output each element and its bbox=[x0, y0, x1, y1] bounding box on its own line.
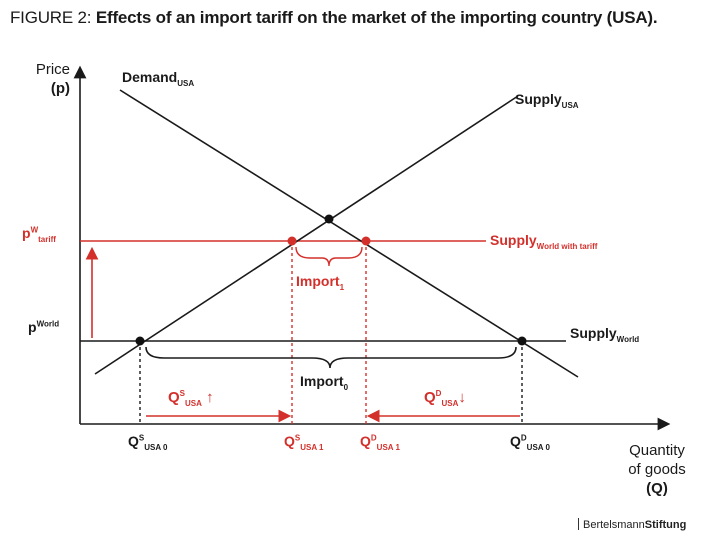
qs-change-label: QSUSA ↑ bbox=[168, 389, 214, 408]
equilibrium-point bbox=[324, 214, 334, 224]
qd1-point bbox=[361, 236, 371, 246]
import1-label: Import1 bbox=[296, 273, 345, 292]
supply-world-label: SupplyWorld bbox=[570, 325, 640, 344]
x-axis-label-line3: (Q) bbox=[646, 480, 668, 497]
qd0-point bbox=[517, 336, 527, 346]
y-axis-label: Price (p) bbox=[26, 60, 70, 98]
demand-label: DemandUSA bbox=[122, 69, 195, 88]
x-axis-label-line2: of goods bbox=[628, 461, 686, 478]
qd-change-label: QDUSA↓ bbox=[424, 389, 466, 408]
x-axis-label-line1: Quantity bbox=[629, 442, 685, 459]
x-axis-label: Quantity of goods (Q) bbox=[612, 441, 702, 498]
supply-world-tariff-label: SupplyWorld with tariff bbox=[490, 232, 598, 251]
arrow-down-icon: ↓ bbox=[458, 389, 466, 406]
y-axis-label-line2: (p) bbox=[50, 80, 70, 97]
brand-logo: BertelsmannStiftung bbox=[578, 518, 686, 531]
import0-brace bbox=[145, 346, 517, 369]
qs1-point bbox=[287, 236, 297, 246]
qs0-label: QSUSA 0 bbox=[128, 433, 168, 452]
figure-prefix: FIGURE 2: bbox=[10, 8, 92, 27]
qs0-point bbox=[135, 336, 145, 346]
p-tariff-label: pWtariff bbox=[22, 225, 56, 244]
supply-usa-label: SupplyUSA bbox=[515, 91, 579, 110]
brand-bold: Stiftung bbox=[644, 519, 687, 531]
p-world-label: pWorld bbox=[28, 319, 60, 335]
qd1-label: QDUSA 1 bbox=[360, 433, 400, 452]
figure-title-text: Effects of an import tariff on the marke… bbox=[95, 8, 658, 27]
demand-line bbox=[119, 89, 579, 378]
qs1-label: QSUSA 1 bbox=[284, 433, 324, 452]
supply-usa-line bbox=[94, 95, 519, 375]
import0-label: Import0 bbox=[300, 373, 349, 392]
brand-divider bbox=[578, 518, 579, 530]
import1-brace bbox=[295, 246, 363, 267]
y-axis-label-line1: Price bbox=[35, 61, 70, 78]
qd0-label: QDUSA 0 bbox=[510, 433, 550, 452]
arrow-up-icon: ↑ bbox=[206, 389, 214, 406]
brand-light: Bertelsmann bbox=[583, 519, 645, 531]
figure-title: FIGURE 2: Effects of an import tariff on… bbox=[10, 8, 658, 28]
